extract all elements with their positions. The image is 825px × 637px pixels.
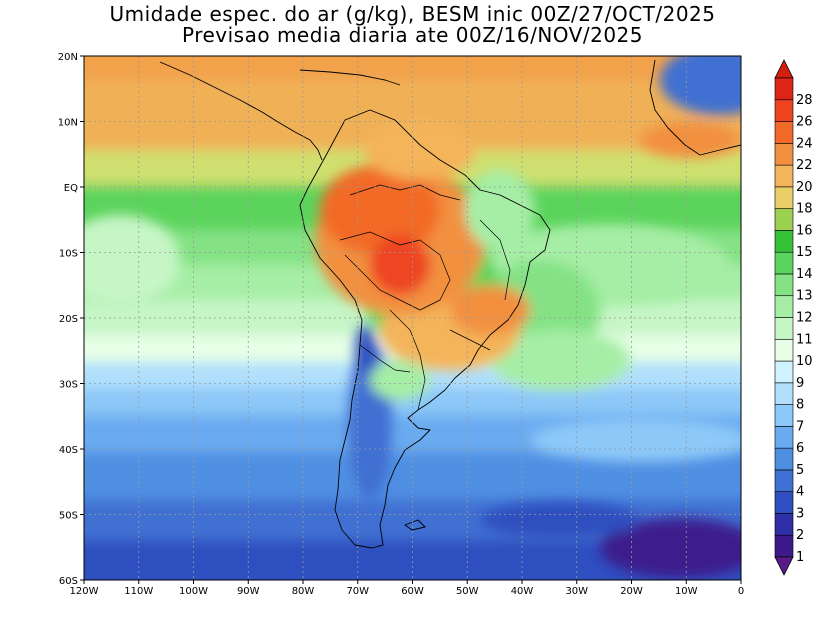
colorbar-level-label: 7 xyxy=(796,419,804,434)
colorbar-level-label: 11 xyxy=(796,332,813,347)
colorbar-level-label: 9 xyxy=(796,376,804,391)
colorbar-swatch xyxy=(774,491,794,514)
x-tick-label: 80W xyxy=(292,586,315,597)
caribbean-outline xyxy=(299,69,401,86)
colorbar-level-label: 24 xyxy=(796,136,813,151)
y-tick-label: 10N xyxy=(58,118,78,129)
x-tick-label: 90W xyxy=(237,586,260,597)
colorbar-swatch xyxy=(774,230,794,253)
y-tick-label: 20N xyxy=(58,52,78,63)
colorbar-swatch xyxy=(774,251,794,275)
colorbar-over-arrow xyxy=(774,59,794,79)
colorbar-swatch xyxy=(774,360,794,384)
x-tick-label: 30W xyxy=(565,586,588,597)
colorbar-swatch xyxy=(774,513,794,536)
y-tick-label: 20S xyxy=(59,314,78,325)
colorbar-level-label: 22 xyxy=(796,158,813,173)
y-tick-label: 60S xyxy=(59,576,78,587)
colorbar-level-label: 12 xyxy=(796,311,813,326)
map-title: Umidade espec. do ar (g/kg), BESM inic 0… xyxy=(109,2,716,26)
x-tick-label: 40W xyxy=(511,586,534,597)
colorbar-swatch xyxy=(774,469,794,492)
y-tick-label: 10S xyxy=(59,249,78,260)
x-tick-label: 60W xyxy=(401,586,424,597)
colorbar-level-label: 10 xyxy=(796,354,813,369)
colorbar-swatch xyxy=(774,208,794,231)
y-tick-label: 30S xyxy=(59,380,78,391)
colorbar-swatch xyxy=(774,273,794,297)
colorbar-level-label: 4 xyxy=(796,485,804,500)
colorbar-swatch xyxy=(774,317,794,340)
falklands-outline xyxy=(404,519,426,531)
map-subtitle: Previsao media diaria ate 00Z/16/NOV/202… xyxy=(181,23,644,47)
africa-coastline xyxy=(649,59,742,156)
colorbar-level-label: 15 xyxy=(796,245,813,260)
colorbar-level-label: 20 xyxy=(796,180,813,195)
colorbar-swatch xyxy=(774,426,794,449)
colorbar-level-label: 28 xyxy=(796,93,813,108)
x-tick-label: 70W xyxy=(346,586,369,597)
colorbar-level-label: 13 xyxy=(796,289,813,304)
central-america-coastline xyxy=(159,61,323,161)
axis-ticks: 120W 110W 100W 90W 80W 70W 60W 50W 40W 30W 20W 10W 0… xyxy=(58,52,744,597)
colorbar-swatch xyxy=(774,534,794,558)
colorbar-level-label: 5 xyxy=(796,463,804,478)
map-gridlines xyxy=(84,56,741,580)
colorbar-swatch xyxy=(774,143,794,166)
x-tick-label: 50W xyxy=(456,586,479,597)
colorbar-swatch xyxy=(774,404,794,427)
colorbar-swatch xyxy=(774,382,794,405)
colorbar-level-label: 18 xyxy=(796,202,813,217)
colorbar-swatch xyxy=(774,338,794,362)
colorbar-level-label: 2 xyxy=(796,528,804,543)
colorbar-level-label: 3 xyxy=(796,506,804,521)
continent-outlines xyxy=(159,59,742,549)
humidity-field xyxy=(84,56,741,580)
colorbar-level-label: 26 xyxy=(796,115,813,130)
colorbar-swatch xyxy=(774,121,794,144)
colorbar-swatch xyxy=(774,186,794,209)
x-tick-label: 120W xyxy=(70,586,99,597)
x-tick-label: 10W xyxy=(675,586,698,597)
x-tick-label: 110W xyxy=(124,586,153,597)
country-borders xyxy=(339,184,511,411)
x-tick-label: 20W xyxy=(620,586,643,597)
y-tick-label: 50S xyxy=(59,511,78,522)
colorbar-level-label: 14 xyxy=(796,267,813,282)
colorbar-swatch xyxy=(774,295,794,318)
y-tick-label: 40S xyxy=(59,445,78,456)
y-tick-label: EQ xyxy=(64,183,78,194)
colorbar-swatch xyxy=(774,164,794,188)
colorbar-under-arrow xyxy=(774,556,794,576)
colorbar-level-label: 1 xyxy=(796,550,804,565)
colorbar-swatch xyxy=(774,447,794,471)
x-tick-label: 100W xyxy=(179,586,208,597)
colorbar-level-label: 8 xyxy=(796,398,804,413)
colorbar-level-label: 6 xyxy=(796,441,804,456)
south-america-coastline xyxy=(299,109,551,549)
x-tick-label: 0 xyxy=(738,586,744,597)
colorbar-level-label: 16 xyxy=(796,223,813,238)
colorbar-swatch xyxy=(774,99,794,122)
colorbar-swatch xyxy=(774,77,794,101)
